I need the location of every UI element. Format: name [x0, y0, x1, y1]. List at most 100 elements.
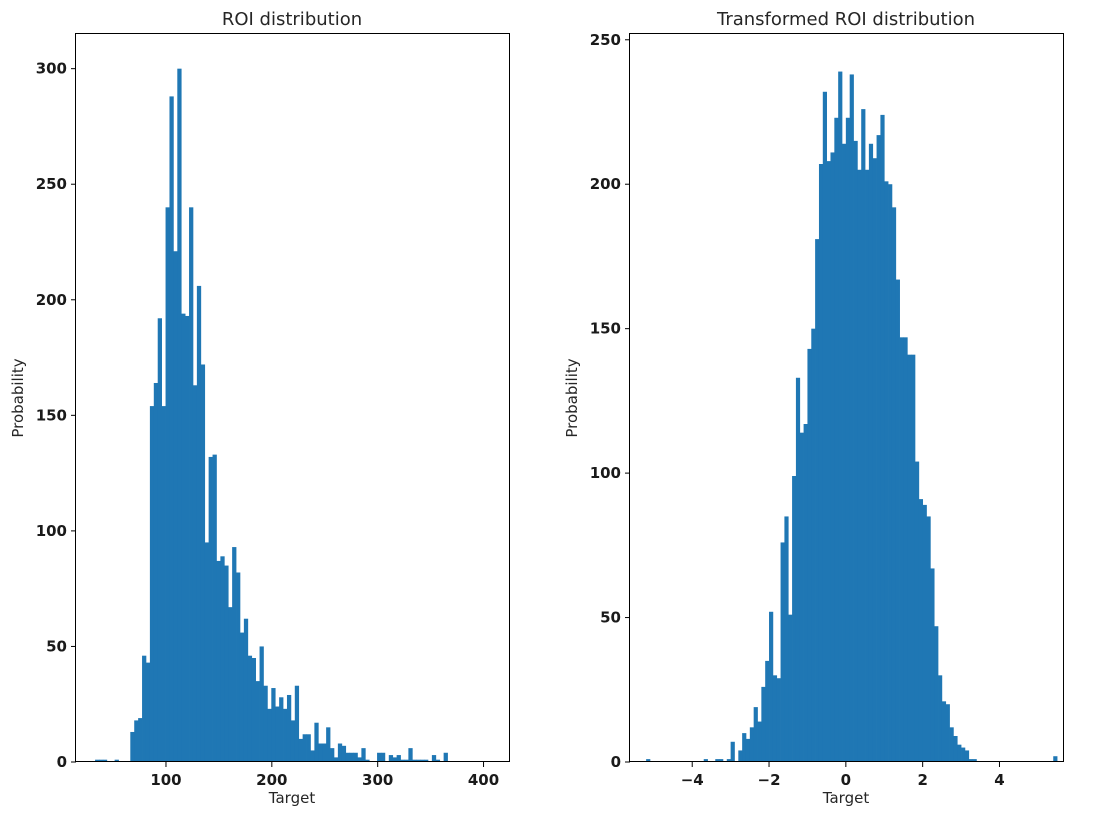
histogram-bar — [868, 143, 874, 762]
histogram-bar — [926, 516, 931, 762]
x-axis-ticks: 100 200 300 400 — [150, 762, 499, 789]
histogram-bar — [903, 337, 908, 762]
histogram-bar — [283, 708, 288, 762]
histogram-bar — [934, 626, 939, 762]
y-axis-label: Probability — [9, 358, 27, 437]
histogram-bar — [842, 143, 847, 762]
y-tick-label: 250 — [36, 175, 67, 193]
histogram-bar — [279, 697, 284, 762]
histogram-bar — [102, 759, 108, 762]
x-tick-label: 4 — [994, 771, 1004, 789]
histogram-bar — [380, 752, 386, 762]
x-tick-label: 200 — [256, 771, 287, 789]
histogram-bar — [294, 685, 300, 762]
y-axis-label: Probability — [563, 358, 581, 437]
histogram-bar — [267, 708, 272, 762]
x-tick-label: 400 — [468, 771, 499, 789]
histogram-bar — [968, 759, 973, 762]
histogram-bar — [165, 207, 170, 762]
histogram-bar — [251, 658, 256, 762]
histogram-bar — [333, 757, 339, 762]
histogram-bar — [95, 759, 100, 762]
histogram-bar — [964, 750, 970, 762]
histogram-bar — [861, 109, 866, 763]
histogram-bar — [388, 755, 394, 762]
x-tick-label: −2 — [758, 771, 781, 789]
histogram-bar — [314, 722, 319, 762]
y-tick-label: 100 — [36, 522, 67, 540]
histogram-bar — [911, 354, 916, 762]
histogram-bar — [396, 755, 401, 762]
histogram-bar — [938, 675, 943, 762]
x-axis-ticks: −4 −2 0 2 4 — [681, 762, 1005, 789]
histogram-bar — [845, 117, 851, 762]
histogram-bar — [263, 685, 268, 762]
histogram-bar — [930, 568, 935, 762]
histogram-bar — [918, 499, 924, 762]
histogram-bar — [811, 328, 816, 762]
histogram-bar — [247, 655, 253, 762]
x-tick-label: −4 — [681, 771, 704, 789]
histogram-bar — [949, 727, 954, 762]
histogram-bar — [271, 688, 276, 762]
histogram-bar — [392, 757, 397, 762]
histogram-bar — [742, 733, 747, 762]
histogram-bar — [420, 759, 425, 762]
histogram-bar — [326, 727, 331, 762]
histogram-bar — [169, 96, 174, 762]
histogram-bar — [784, 516, 789, 762]
histogram-bar — [404, 759, 409, 762]
histogram-bar — [204, 542, 209, 762]
histogram-bar — [153, 382, 159, 762]
histogram-bar — [412, 759, 417, 762]
histogram-bar — [400, 759, 405, 762]
histogram-bar — [130, 731, 135, 762]
y-axis-ticks: 0 50 100 150 200 250 — [590, 31, 630, 771]
histogram-bar — [149, 406, 155, 762]
x-tick-label: 300 — [362, 771, 393, 789]
histogram-bar — [228, 607, 233, 762]
histogram-bar — [310, 750, 315, 762]
x-tick-label: 0 — [841, 771, 851, 789]
histogram-bar — [953, 736, 958, 762]
histogram-bar — [98, 759, 104, 762]
histogram-bar — [772, 675, 778, 762]
y-tick-label: 200 — [590, 175, 621, 193]
histogram-bar — [232, 547, 237, 762]
histogram-bar — [818, 164, 824, 762]
histogram-bar — [776, 678, 781, 762]
histogram-bar — [749, 727, 755, 762]
histogram-bar — [298, 738, 303, 762]
histogram-bar — [826, 161, 831, 763]
histogram-bar — [431, 755, 437, 762]
histogram-bar — [884, 181, 889, 762]
histogram-bar — [957, 744, 962, 762]
histogram-bar — [134, 720, 139, 762]
histogram-bar — [290, 720, 296, 762]
histogram-bar — [945, 704, 950, 762]
y-tick-label: 100 — [590, 464, 621, 482]
histogram-bar — [177, 68, 182, 763]
histogram-bar — [822, 91, 827, 762]
roi-histogram-panel: ROI distribution 100 200 300 400 0 50 100 150 2… — [9, 9, 510, 807]
histogram-bar — [216, 560, 221, 762]
histogram-bar — [377, 752, 382, 762]
histogram-bar — [880, 114, 885, 762]
histogram-bar — [236, 572, 241, 762]
histogram-bar — [208, 456, 213, 762]
x-axis-label: Target — [822, 789, 870, 807]
histogram-bar — [306, 734, 311, 762]
histogram-bar — [891, 207, 897, 762]
histogram-bar — [719, 759, 724, 762]
histogram-bar — [922, 504, 927, 762]
histogram-bar — [646, 759, 651, 762]
histogram-bars — [646, 71, 1058, 763]
plot-frame — [75, 33, 510, 762]
y-tick-label: 50 — [600, 609, 621, 627]
histogram-bar — [365, 759, 370, 762]
histogram-bar — [914, 461, 920, 762]
histogram-bar — [341, 745, 347, 762]
histogram-bar — [173, 251, 178, 763]
histogram-bar — [275, 706, 280, 762]
histogram-bar — [1053, 756, 1058, 762]
